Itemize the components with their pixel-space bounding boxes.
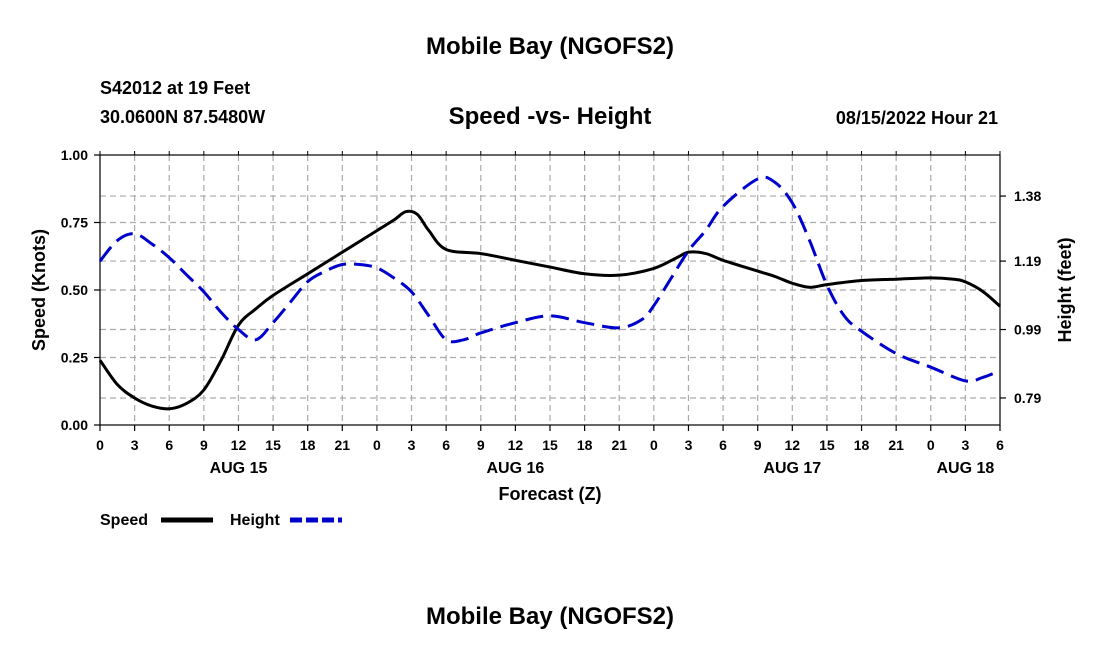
y2-tick-label: 0.79 <box>1014 390 1041 406</box>
x-tick-label: 0 <box>96 437 104 453</box>
x-tick-label: 3 <box>961 437 969 453</box>
x-tick-label: 3 <box>131 437 139 453</box>
chart-subtitle: Speed -vs- Height <box>449 103 652 130</box>
legend-label-speed: Speed <box>100 512 148 529</box>
x-tick-label: 12 <box>231 437 247 453</box>
x-tick-label: 9 <box>200 437 208 453</box>
x-tick-label: 15 <box>819 437 835 453</box>
y-tick-label: 0.25 <box>61 350 88 366</box>
forecast-timestamp: 08/15/2022 Hour 21 <box>836 108 998 128</box>
x-tick-label: 15 <box>265 437 281 453</box>
station-label: S42012 at 19 Feet <box>100 78 250 98</box>
x-tick-label: 3 <box>408 437 416 453</box>
grid-lines <box>100 155 1000 425</box>
x-tick-label: 21 <box>611 437 627 453</box>
x-tick-label: 6 <box>165 437 173 453</box>
x-tick-label: 3 <box>685 437 693 453</box>
x-tick-label: 12 <box>785 437 801 453</box>
x-tick-label: 15 <box>542 437 558 453</box>
day-label: AUG 16 <box>486 460 544 477</box>
y-tick-label: 0.75 <box>61 215 88 231</box>
x-tick-label: 6 <box>442 437 450 453</box>
station-coordinates: 30.0600N 87.5480W <box>100 107 265 127</box>
x-tick-label: 12 <box>508 437 524 453</box>
day-label: AUG 17 <box>763 460 821 477</box>
x-tick-label: 21 <box>888 437 904 453</box>
day-label: AUG 15 <box>210 460 268 477</box>
x-tick-label: 18 <box>854 437 870 453</box>
tick-labels: 0 3 6 9 12 15 18 21 0 3 6 9 12 15 18 21 0 3 6 9 12 15 18 21 0 3 6A… <box>61 147 1042 477</box>
x-axis-title: Forecast (Z) <box>498 484 601 504</box>
axis-ticks <box>94 151 1006 431</box>
x-tick-label: 18 <box>300 437 316 453</box>
y2-axis-title: Height (feet) <box>1055 238 1075 343</box>
footer-title: Mobile Bay (NGOFS2) <box>426 603 674 630</box>
page-title: Mobile Bay (NGOFS2) <box>426 33 674 60</box>
x-tick-label: 21 <box>335 437 351 453</box>
y-tick-label: 0.50 <box>61 282 88 298</box>
legend-label-height: Height <box>230 512 280 529</box>
y2-tick-label: 1.38 <box>1014 188 1041 204</box>
y-axis-title: Speed (Knots) <box>29 229 49 351</box>
x-tick-label: 9 <box>754 437 762 453</box>
x-tick-label: 0 <box>650 437 658 453</box>
y-tick-label: 1.00 <box>61 147 88 163</box>
y2-tick-label: 1.19 <box>1014 253 1041 269</box>
x-tick-label: 0 <box>927 437 935 453</box>
x-tick-label: 6 <box>996 437 1004 453</box>
series-line-height <box>98 175 1001 383</box>
x-tick-label: 6 <box>719 437 727 453</box>
data-series <box>98 175 1001 411</box>
x-tick-label: 9 <box>477 437 485 453</box>
series-line-speed <box>98 209 1001 411</box>
x-tick-label: 18 <box>577 437 593 453</box>
legend: Speed Height <box>100 512 342 529</box>
y-tick-label: 0.00 <box>61 417 88 433</box>
y2-tick-label: 0.99 <box>1014 322 1041 338</box>
day-label: AUG 18 <box>936 460 994 477</box>
x-tick-label: 0 <box>373 437 381 453</box>
